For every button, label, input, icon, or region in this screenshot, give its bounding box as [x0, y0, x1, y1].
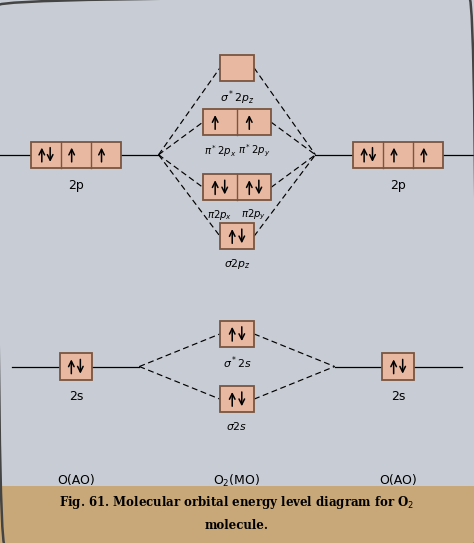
Text: $\pi2p_y$: $\pi2p_y$: [241, 208, 267, 223]
Bar: [220, 321, 254, 347]
Bar: [220, 386, 254, 412]
Bar: [353, 142, 443, 168]
Text: $\sigma^*2p_z$: $\sigma^*2p_z$: [220, 89, 254, 107]
Bar: [382, 353, 414, 380]
Text: O(AO): O(AO): [57, 474, 95, 487]
Text: $\pi^*2p_x$: $\pi^*2p_x$: [204, 143, 236, 159]
Text: O(AO): O(AO): [379, 474, 417, 487]
Bar: [220, 55, 254, 81]
Bar: [203, 109, 271, 135]
Text: $\sigma2s$: $\sigma2s$: [227, 420, 247, 432]
Bar: [203, 174, 271, 200]
Text: 2p: 2p: [390, 179, 406, 192]
Text: $\pi2p_x$: $\pi2p_x$: [207, 208, 233, 222]
Text: 2p: 2p: [68, 179, 84, 192]
Text: 2s: 2s: [391, 390, 405, 403]
Text: $\sigma^*2s$: $\sigma^*2s$: [223, 355, 251, 371]
Text: $\pi^*2p_y$: $\pi^*2p_y$: [238, 143, 270, 159]
Text: $\sigma2p_z$: $\sigma2p_z$: [224, 257, 250, 271]
Text: Fig. 61. Molecular orbital energy level diagram for O$_2$: Fig. 61. Molecular orbital energy level …: [59, 494, 415, 511]
Bar: [0, 486, 474, 543]
Text: O$_2$(MO): O$_2$(MO): [213, 472, 261, 489]
Bar: [60, 353, 92, 380]
Bar: [220, 223, 254, 249]
Text: molecule.: molecule.: [205, 519, 269, 532]
Text: 2s: 2s: [69, 390, 83, 403]
Bar: [31, 142, 120, 168]
